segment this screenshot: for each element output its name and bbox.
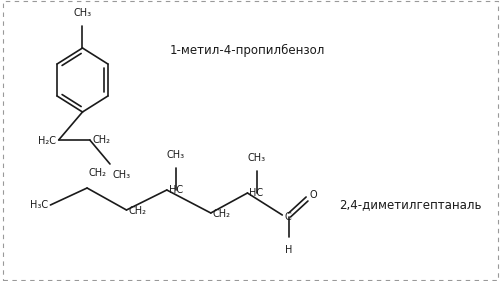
Text: H₂C: H₂C [38, 136, 56, 146]
Text: CH₂: CH₂ [92, 135, 110, 145]
Text: HC: HC [168, 185, 183, 195]
Text: H₃C: H₃C [30, 200, 48, 210]
Text: O: O [310, 190, 318, 200]
Text: 1-метил-4-пропилбензол: 1-метил-4-пропилбензол [170, 44, 325, 56]
Text: CH₂: CH₂ [89, 168, 107, 178]
Text: H: H [285, 245, 292, 255]
Text: CH₃: CH₃ [167, 150, 185, 160]
Text: CH₃: CH₃ [112, 170, 131, 180]
Text: CH₂: CH₂ [128, 206, 146, 216]
Text: C: C [284, 212, 291, 222]
Text: HC: HC [250, 188, 264, 198]
Text: 2,4-диметилгептаналь: 2,4-диметилгептаналь [339, 198, 482, 212]
Text: CH₃: CH₃ [74, 8, 92, 18]
Text: CH₃: CH₃ [248, 153, 266, 163]
Text: CH₂: CH₂ [212, 209, 230, 219]
